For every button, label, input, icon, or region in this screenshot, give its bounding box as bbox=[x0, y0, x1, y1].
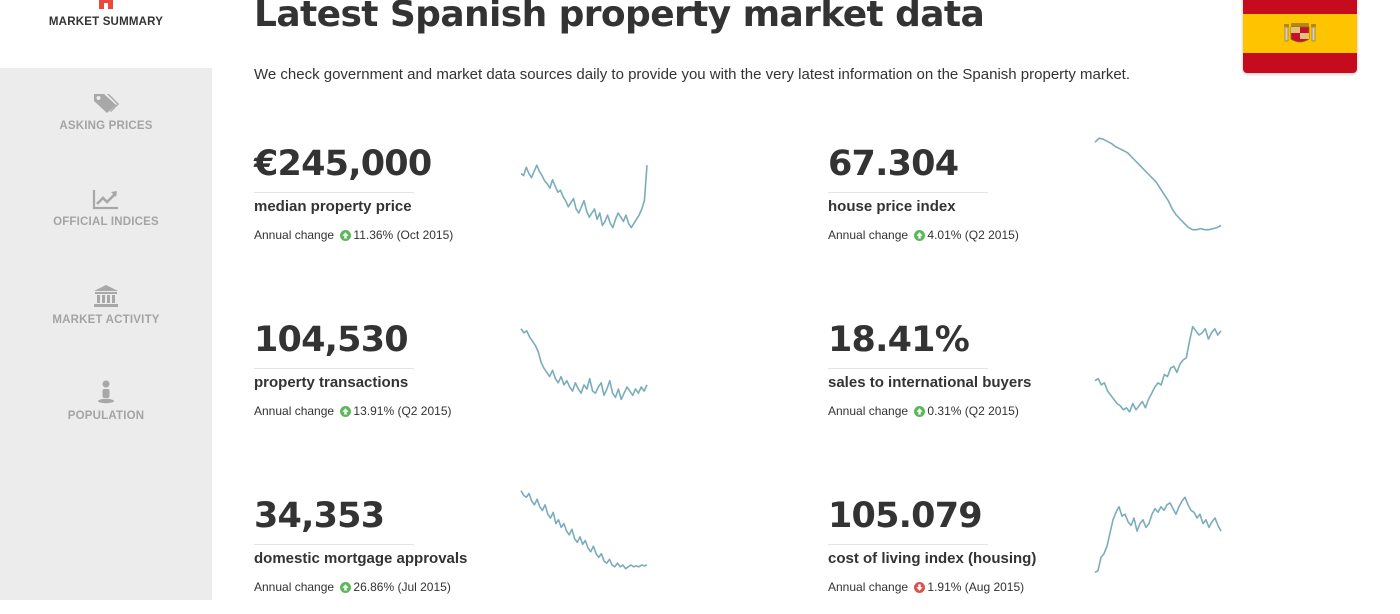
sidebar-item-label: OFFICIAL INDICES bbox=[53, 216, 159, 228]
annual-change: Annual change 1.91% (Aug 2015) bbox=[828, 580, 1024, 594]
page-intro: We check government and market data sour… bbox=[254, 66, 1130, 83]
spain-flag-icon bbox=[1243, 0, 1357, 73]
sparkline-chart bbox=[520, 490, 648, 570]
annual-change: Annual change 13.91% (Q2 2015) bbox=[254, 404, 451, 418]
metric-median-property-price: €245,000 median property price Annual ch… bbox=[254, 142, 734, 262]
metric-value: 105.079 bbox=[828, 496, 983, 536]
metric-property-transactions: 104,530 property transactions Annual cha… bbox=[254, 318, 734, 438]
metric-value: 104,530 bbox=[254, 320, 409, 360]
sidebar-item-label: MARKET ACTIVITY bbox=[52, 314, 160, 326]
sidebar-item-label: MARKET SUMMARY bbox=[48, 16, 164, 28]
line-chart-icon bbox=[92, 190, 118, 210]
metric-cost-of-living-index-housing: 105.079 cost of living index (housing) A… bbox=[828, 494, 1308, 614]
sparkline-series bbox=[520, 328, 648, 401]
metric-value: 34,353 bbox=[254, 496, 385, 536]
metric-value: 67.304 bbox=[828, 144, 959, 184]
annual-change-value: 1.91% (Aug 2015) bbox=[927, 580, 1025, 594]
annual-change-prefix: Annual change bbox=[828, 228, 909, 242]
annual-change-value: 0.31% (Q2 2015) bbox=[927, 404, 1019, 418]
arrow-up-icon bbox=[340, 406, 352, 417]
arrow-up-icon bbox=[340, 582, 352, 593]
sparkline-chart bbox=[520, 328, 648, 401]
metric-value: 18.41% bbox=[828, 320, 970, 360]
divider bbox=[254, 368, 414, 369]
sidebar-item-asking-prices[interactable]: ASKING PRICES bbox=[0, 92, 212, 132]
sidebar: MARKET SUMMARY ASKING PRICES OFFICIAL IN… bbox=[0, 0, 212, 600]
sidebar-item-label: ASKING PRICES bbox=[59, 120, 153, 132]
metric-label: median property price bbox=[254, 198, 412, 215]
annual-change: Annual change 26.86% (Jul 2015) bbox=[254, 580, 451, 594]
annual-change-prefix: Annual change bbox=[828, 580, 909, 594]
metric-label: property transactions bbox=[254, 374, 409, 391]
annual-change-prefix: Annual change bbox=[254, 580, 335, 594]
metric-label: domestic mortgage approvals bbox=[254, 550, 468, 567]
annual-change: Annual change 4.01% (Q2 2015) bbox=[828, 228, 1019, 242]
sparkline-series bbox=[1094, 325, 1222, 413]
arrow-up-icon bbox=[914, 230, 926, 241]
sparkline-chart bbox=[1094, 496, 1222, 574]
annual-change-prefix: Annual change bbox=[254, 228, 335, 242]
metric-label: sales to international buyers bbox=[828, 374, 1032, 391]
divider bbox=[828, 368, 988, 369]
person-icon bbox=[98, 380, 114, 404]
metric-label: cost of living index (housing) bbox=[828, 550, 1037, 567]
sparkline-chart bbox=[520, 164, 648, 229]
metric-value: €245,000 bbox=[254, 144, 432, 184]
sidebar-item-population[interactable]: POPULATION bbox=[0, 380, 212, 422]
home-icon bbox=[96, 0, 116, 9]
annual-change: Annual change 11.36% (Oct 2015) bbox=[254, 228, 453, 242]
annual-change-value: 13.91% (Q2 2015) bbox=[353, 404, 452, 418]
sidebar-item-official-indices[interactable]: OFFICIAL INDICES bbox=[0, 188, 212, 228]
metric-house-price-index: 67.304 house price index Annual change 4… bbox=[828, 137, 1308, 262]
bank-icon bbox=[94, 285, 118, 307]
sparkline-series bbox=[520, 490, 648, 570]
sparkline-series bbox=[520, 164, 648, 229]
annual-change-prefix: Annual change bbox=[828, 404, 909, 418]
sidebar-item-market-activity[interactable]: MARKET ACTIVITY bbox=[0, 284, 212, 326]
sparkline-series bbox=[1094, 137, 1222, 231]
annual-change: Annual change 0.31% (Q2 2015) bbox=[828, 404, 1019, 418]
arrow-up-icon bbox=[914, 406, 926, 417]
annual-change-value: 11.36% (Oct 2015) bbox=[353, 228, 454, 242]
arrow-up-icon bbox=[340, 230, 352, 241]
arrow-down-icon bbox=[914, 582, 926, 593]
sidebar-item-market-summary[interactable]: MARKET SUMMARY bbox=[0, 0, 212, 68]
divider bbox=[254, 192, 414, 193]
divider bbox=[828, 544, 988, 545]
annual-change-prefix: Annual change bbox=[254, 404, 335, 418]
sparkline-chart bbox=[1094, 325, 1222, 413]
sparkline-series bbox=[1094, 496, 1222, 574]
annual-change-value: 4.01% (Q2 2015) bbox=[927, 228, 1019, 242]
sparkline-chart bbox=[1094, 137, 1222, 231]
metric-sales-to-international-buyers: 18.41% sales to international buyers Ann… bbox=[828, 318, 1308, 438]
metric-domestic-mortgage-approvals: 34,353 domestic mortgage approvals Annua… bbox=[254, 490, 734, 614]
page-title: Latest Spanish property market data bbox=[254, 0, 985, 35]
divider bbox=[828, 192, 988, 193]
sidebar-item-label: POPULATION bbox=[67, 410, 145, 422]
metric-label: house price index bbox=[828, 198, 956, 215]
annual-change-value: 26.86% (Jul 2015) bbox=[353, 580, 451, 594]
tags-icon bbox=[94, 94, 119, 113]
divider bbox=[254, 544, 414, 545]
